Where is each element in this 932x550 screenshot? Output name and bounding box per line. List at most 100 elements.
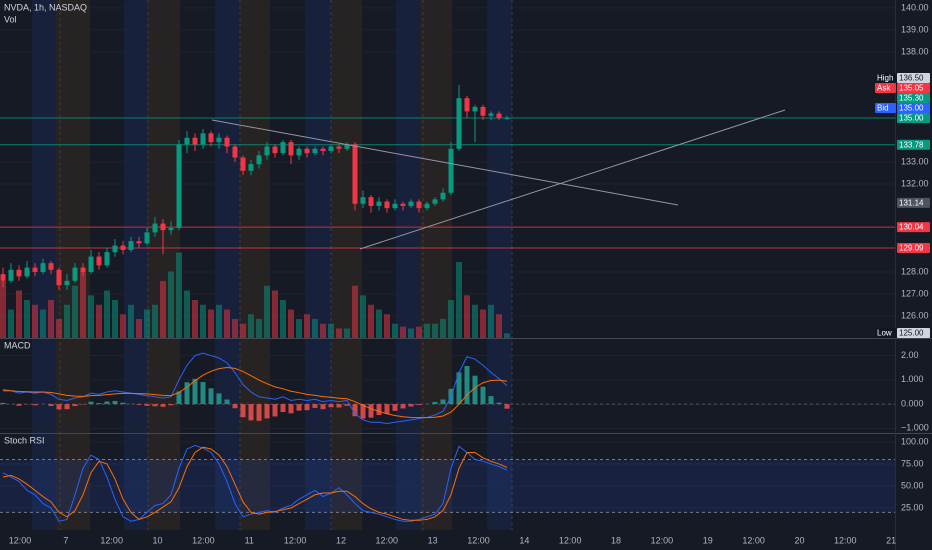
volume-bar [312,319,318,338]
histogram-bar [416,404,422,406]
volume-bar [288,309,294,338]
histogram-bar [400,404,406,409]
x-tick-label: 21 [886,535,896,545]
x-tick-label: 14 [519,535,529,545]
volume-bar [400,326,406,338]
candle-body [96,256,102,266]
histogram-bar [248,404,254,421]
volume-bar [56,319,62,338]
x-tick-label: 13 [428,535,438,545]
histogram-bar [312,404,318,408]
price-label-value: 135.00 [899,104,924,113]
candle-body [128,241,134,250]
histogram-bar [304,404,310,411]
candle-body [248,164,254,171]
candle-body [448,148,454,193]
volume-bar [296,319,302,338]
pre-market-band [56,0,90,530]
price-label-name: Ask [877,84,891,93]
after-hours-band [305,0,331,530]
candle-body [256,155,262,165]
candle-body [192,137,198,145]
candle-body [344,144,350,149]
candle-body [392,203,398,209]
x-tick-label: 12 [336,535,346,545]
histogram-bar [72,404,78,407]
y-tick-label: 139.00 [901,24,929,34]
candle-body [304,148,310,154]
price-label-box [897,112,930,123]
volume-bar [464,295,470,338]
x-tick-label: 12:00 [376,535,399,545]
histogram-bar [504,404,510,409]
candle-body [184,137,190,145]
session-bands [32,0,512,530]
candle-body [360,197,366,204]
volume-bar [0,281,6,338]
candle-body [112,245,118,253]
histogram-bar [264,404,270,419]
histogram-bar [328,404,334,408]
volume-bar [344,328,350,338]
candle-body [136,241,142,244]
candle-body [376,201,382,206]
histogram-bar [216,393,222,405]
histogram-bar [56,404,62,410]
volume-bar [472,304,478,338]
histogram-bar [184,382,190,405]
price-label-value: 135.05 [899,84,924,93]
price-label-box [897,82,930,93]
candle-body [216,137,222,143]
y-tick-label: 2.00 [901,350,919,360]
candle-body [8,269,14,281]
y-tick-label: 0.000 [901,398,924,408]
volume-bar [384,314,390,338]
candle-body [464,98,470,112]
candle-body [168,227,174,231]
candle-body [496,113,502,118]
candle-body [432,199,438,204]
y-tick-label: 133.00 [901,156,929,166]
signal-line [3,366,508,419]
candle-body [56,269,62,286]
volume-bar [96,304,102,338]
x-tick-label: 12:00 [284,535,307,545]
candle-body [40,263,46,272]
histogram-bar [48,404,54,407]
volume-bar [64,304,70,338]
candle-body [296,148,302,156]
pre-market-band [240,0,270,530]
x-tick-label: 12:00 [651,535,674,545]
histogram-bar [96,403,102,405]
volume-bar [504,333,510,338]
candle-body [200,133,206,145]
x-tick-label: 12:00 [834,535,857,545]
price-label-box [897,242,930,253]
candle-body [504,117,510,119]
candle-body [336,146,342,149]
candle-body [456,98,462,149]
x-tick-label: 20 [794,535,804,545]
d-line [2,446,508,521]
candle-body [272,146,278,154]
x-tick-label: 10 [153,535,163,545]
volume-bar [264,285,270,338]
volume-bar [256,319,262,338]
day-separators [59,0,513,530]
y-tick-label: 50.00 [901,480,924,490]
volume-label: Vol [4,14,17,24]
histogram-bar [152,404,158,407]
pre-market-band [331,0,362,530]
volume-bar [248,314,254,338]
volume-bar [120,314,126,338]
candle-body [48,263,54,270]
histogram-bar [208,388,214,405]
histogram-bar [136,404,142,405]
histogram-bar [360,404,366,419]
histogram-bar [0,402,6,405]
y-tick-label: 1.000 [901,374,924,384]
candle-body [72,267,78,281]
candle-body [88,256,94,272]
